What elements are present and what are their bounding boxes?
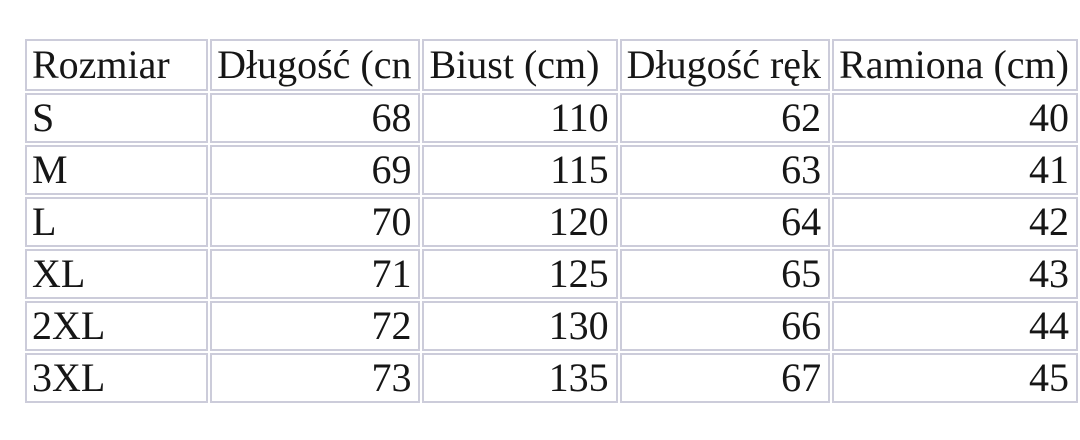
dlugosc-cell: 69 xyxy=(210,145,421,195)
size-cell: 2XL xyxy=(25,301,209,351)
biust-cell: 115 xyxy=(422,145,618,195)
rekaw-cell: 62 xyxy=(619,93,831,143)
rekaw-cell: 65 xyxy=(619,249,831,299)
ramiona-cell: 40 xyxy=(832,93,1078,143)
size-cell: XL xyxy=(25,249,209,299)
size-chart-table: Rozmiar Długość (cn Biust (cm) Długość r… xyxy=(23,37,1080,405)
biust-cell: 130 xyxy=(422,301,618,351)
rekaw-cell: 63 xyxy=(619,145,831,195)
biust-cell: 110 xyxy=(422,93,618,143)
table-row-2xl: 2XL 72 130 66 44 xyxy=(25,301,1078,351)
ramiona-cell: 42 xyxy=(832,197,1078,247)
biust-cell: 135 xyxy=(422,353,618,403)
dlugosc-cell: 71 xyxy=(210,249,421,299)
column-header-dlugosc-rekawa: Długość ręk xyxy=(619,39,831,91)
ramiona-cell: 44 xyxy=(832,301,1078,351)
column-header-ramiona: Ramiona (cm) xyxy=(832,39,1078,91)
rekaw-cell: 66 xyxy=(619,301,831,351)
biust-cell: 120 xyxy=(422,197,618,247)
biust-cell: 125 xyxy=(422,249,618,299)
dlugosc-cell: 72 xyxy=(210,301,421,351)
column-header-biust: Biust (cm) xyxy=(422,39,618,91)
dlugosc-cell: 68 xyxy=(210,93,421,143)
rekaw-cell: 67 xyxy=(619,353,831,403)
size-cell: S xyxy=(25,93,209,143)
rekaw-cell: 64 xyxy=(619,197,831,247)
table-row-l: L 70 120 64 42 xyxy=(25,197,1078,247)
table-row-xl: XL 71 125 65 43 xyxy=(25,249,1078,299)
ramiona-cell: 45 xyxy=(832,353,1078,403)
header-row: Rozmiar Długość (cn Biust (cm) Długość r… xyxy=(25,39,1078,91)
ramiona-cell: 43 xyxy=(832,249,1078,299)
size-cell: 3XL xyxy=(25,353,209,403)
size-cell: M xyxy=(25,145,209,195)
dlugosc-cell: 73 xyxy=(210,353,421,403)
column-header-rozmiar: Rozmiar xyxy=(25,39,209,91)
table-row-m: M 69 115 63 41 xyxy=(25,145,1078,195)
table-row-3xl: 3XL 73 135 67 45 xyxy=(25,353,1078,403)
size-cell: L xyxy=(25,197,209,247)
column-header-dlugosc: Długość (cn xyxy=(210,39,421,91)
ramiona-cell: 41 xyxy=(832,145,1078,195)
dlugosc-cell: 70 xyxy=(210,197,421,247)
table-row-s: S 68 110 62 40 xyxy=(25,93,1078,143)
